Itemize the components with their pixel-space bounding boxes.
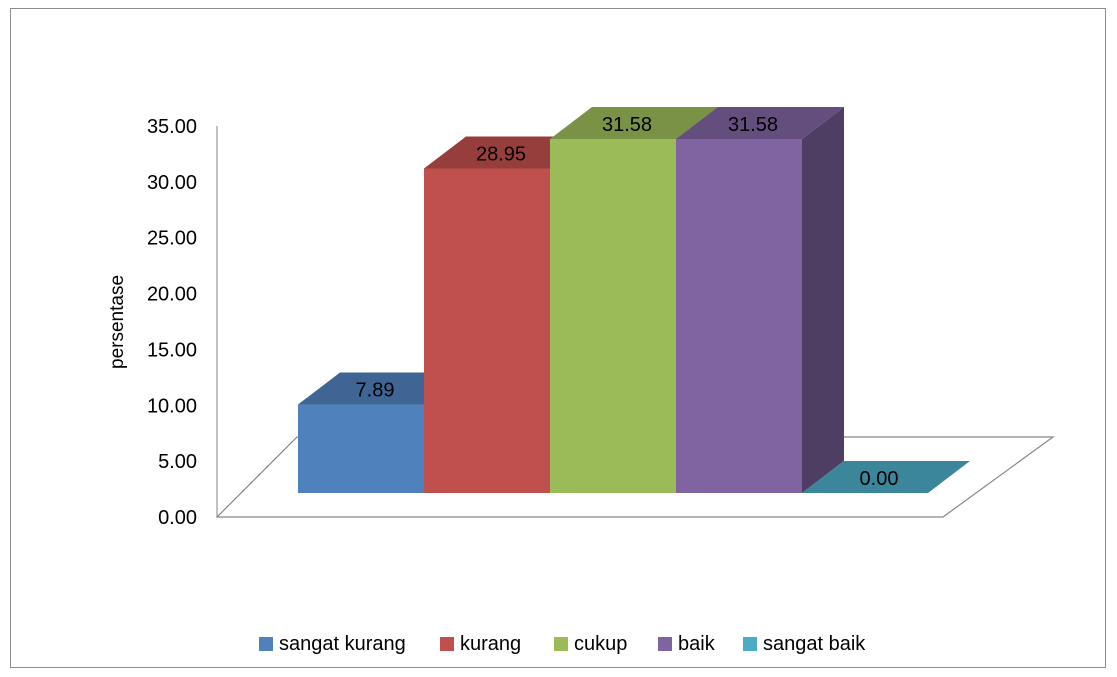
bar-front bbox=[424, 168, 550, 493]
bar-top bbox=[550, 107, 718, 139]
data-label: 31.58 bbox=[728, 114, 778, 136]
y-tick-label: 25.00 bbox=[147, 228, 197, 250]
bar-side bbox=[802, 107, 844, 493]
bar-front bbox=[298, 404, 424, 493]
axis-layer: 0.00 5.00 10.00 15.00 20.00 25.00 30.00 35.00 bbox=[147, 116, 218, 529]
label-layer: 7.89 28.95 31.58 31.58 0.00 bbox=[356, 114, 899, 490]
legend-swatch bbox=[554, 637, 568, 651]
data-label: 28.95 bbox=[476, 143, 526, 165]
legend-label: sangat kurang bbox=[279, 633, 406, 655]
legend-swatch bbox=[440, 637, 454, 651]
legend-swatch bbox=[658, 637, 672, 651]
y-tick-label: 30.00 bbox=[147, 172, 197, 194]
y-tick-label: 5.00 bbox=[158, 451, 197, 473]
y-axis-label: persentase bbox=[107, 275, 128, 369]
legend-label: cukup bbox=[574, 633, 627, 655]
y-tick-label: 10.00 bbox=[147, 395, 197, 417]
data-label: 31.58 bbox=[602, 114, 652, 136]
legend-label: baik bbox=[678, 633, 716, 655]
bar-front bbox=[550, 139, 676, 493]
data-label: 7.89 bbox=[356, 380, 395, 402]
bar-top bbox=[676, 107, 844, 139]
y-tick-label: 20.00 bbox=[147, 284, 197, 306]
bar-layer bbox=[298, 107, 970, 493]
legend-swatch bbox=[743, 637, 757, 651]
data-label: 0.00 bbox=[860, 468, 899, 490]
legend-label: sangat baik bbox=[763, 633, 866, 655]
bar-top bbox=[802, 461, 970, 493]
bar-front bbox=[676, 139, 802, 493]
legend-label: kurang bbox=[460, 633, 521, 655]
legend-swatch bbox=[259, 637, 273, 651]
legend: sangat kurang kurang cukup baik sangat baik bbox=[259, 633, 866, 655]
y-tick-label: 15.00 bbox=[147, 339, 197, 361]
y-tick-label: 0.00 bbox=[158, 507, 197, 529]
y-tick-label: 35.00 bbox=[147, 116, 197, 138]
